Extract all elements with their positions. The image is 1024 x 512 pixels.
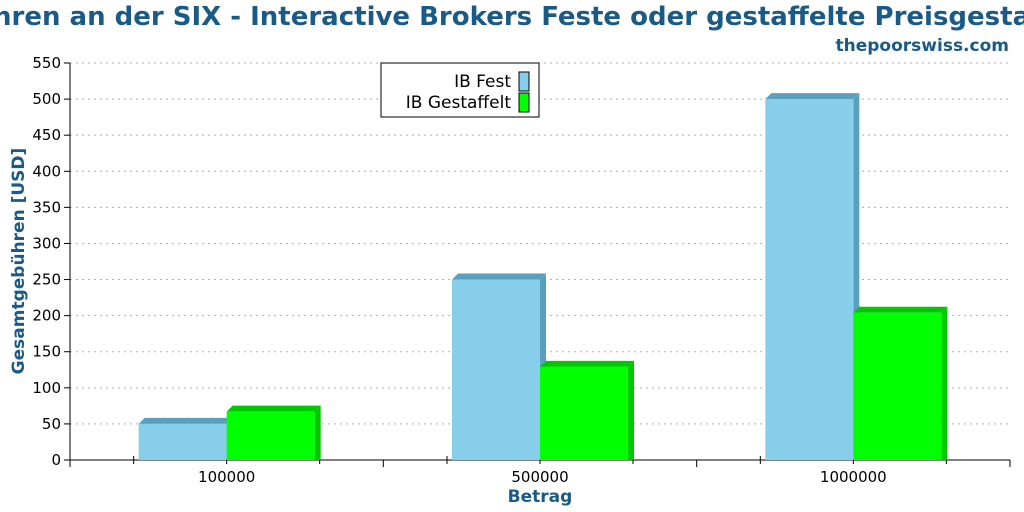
legend-label: IB Fest	[454, 72, 511, 92]
y-tick-label: 200	[32, 307, 61, 325]
y-tick-label: 250	[32, 271, 61, 289]
bar-top-ib-gestaffelt	[226, 405, 321, 412]
y-tick-label: 0	[51, 451, 61, 469]
y-tick-label: 400	[32, 162, 61, 180]
y-tick-label: 50	[42, 415, 61, 433]
site-credit: thepoorswiss.com	[836, 36, 1010, 56]
bar-top-ib-fest	[452, 273, 546, 280]
bar-side-ib-gestaffelt	[941, 306, 948, 460]
plot-area: 0 50 100 150 200 250 300 350 400 450 500 550 100000 5…	[32, 54, 1011, 486]
bar-top-ib-gestaffelt	[540, 360, 634, 367]
legend-swatch	[518, 92, 530, 113]
bar-top-ib-fest	[138, 417, 233, 424]
legend-box	[380, 62, 540, 118]
x-axis-title: Betrag	[508, 487, 573, 507]
y-tick-label: 450	[32, 126, 61, 144]
bar-ib-fest	[765, 99, 854, 460]
y-tick-label: 300	[32, 234, 61, 252]
bar-ib-gestaffelt	[226, 411, 315, 460]
legend-label: IB Gestaffelt	[406, 93, 512, 113]
y-tick-label: 350	[32, 198, 61, 216]
y-axis-title: Gesamtgebühren [USD]	[9, 148, 29, 375]
bar-side-ib-gestaffelt	[628, 360, 634, 460]
bar-top-ib-fest	[765, 93, 860, 100]
legend-swatch	[518, 71, 530, 92]
bar-ib-gestaffelt	[853, 312, 942, 460]
y-tick-label: 500	[32, 90, 61, 108]
chart-title: Gebühren an der SIX - Interactive Broker…	[0, 2, 1024, 32]
x-tick-label: 500000	[511, 468, 568, 486]
y-tick-label: 150	[32, 343, 61, 361]
bar-ib-gestaffelt	[540, 366, 628, 460]
x-tick-label: 1000000	[820, 468, 887, 486]
bar-top-ib-gestaffelt	[853, 306, 948, 313]
y-tick-label: 550	[32, 54, 61, 72]
y-tick-label: 100	[32, 379, 61, 397]
x-tick-label: 100000	[198, 468, 255, 486]
bar-side-ib-gestaffelt	[314, 405, 321, 460]
bar-ib-fest	[138, 423, 227, 460]
bar-ib-fest	[452, 279, 540, 460]
